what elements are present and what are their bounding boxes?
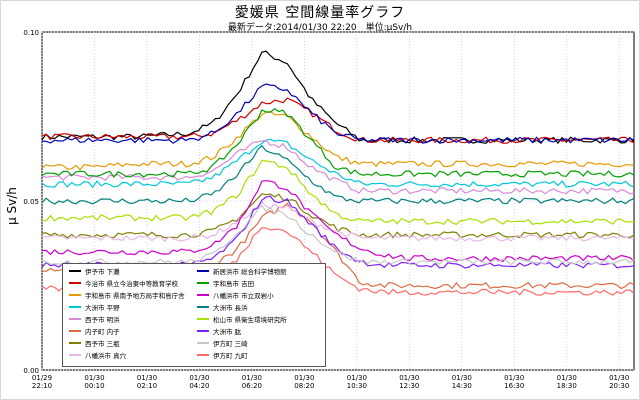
x-tick-date: 01/30 [242,374,262,382]
x-tick-date: 01/30 [557,374,577,382]
x-tick-date: 01/30 [399,374,419,382]
axes: 01/2922:1001/3000:1001/3002:1001/3004:20… [23,29,629,390]
series-line [41,83,635,144]
legend-swatch [69,318,81,320]
legend-item: 宇和島市 吉田 [197,279,254,290]
legend-item: 大洲市 平野 [69,303,120,314]
legend-swatch [69,294,81,296]
series-line [41,144,635,205]
series-line [41,180,635,263]
legend-item: 西予市 三瓶 [69,339,120,350]
legend-item: 今治市 県立今治東中等教育学校 [69,279,178,290]
legend-swatch [69,330,81,332]
legend-label: 伊予市 下灘 [85,268,120,276]
legend-label: 松山市 県衛生環境研究所 [213,316,287,324]
x-tick-date: 01/30 [84,374,104,382]
legend-item: 内子町 内子 [69,327,120,338]
legend-item: 伊予市 下灘 [69,267,120,278]
series-line [41,200,635,243]
legend-label: 伊方町 三崎 [213,340,248,348]
legend-label: 八幡浜市 市立双岩小 [213,292,274,300]
legend-swatch [69,270,81,272]
legend-swatch [69,354,81,356]
series-group [41,50,635,296]
y-tick-label: 0.05 [23,198,39,206]
legend-label: 西予市 明浜 [85,316,120,324]
legend-item: 八幡浜市 市立双岩小 [197,291,274,302]
legend-label: 伊方町 九町 [213,352,248,360]
page-title: 愛媛県 空間線量率グラフ [234,5,406,21]
series-line [41,159,635,226]
series-line [41,50,635,145]
series-line [41,138,635,189]
legend-label: 今治市 県立今治東中等教育学校 [85,280,179,288]
chart-subtitle: 最新データ:2014/01/30 22:20 単位:μSv/h [227,23,413,33]
series-line [41,193,635,239]
x-tick-date: 01/30 [452,374,472,382]
legend-item: 八幡浜市 真穴 [69,351,126,362]
x-tick-date: 01/30 [294,374,314,382]
legend-swatch [69,342,81,344]
series-line [41,108,635,178]
x-tick-date: 01/30 [137,374,157,382]
legend-item: 大洲市 長浜 [197,303,248,314]
legend-item: 大洲市 肱 [197,327,241,338]
x-tick-time: 02:10 [137,382,157,390]
x-tick-date: 01/30 [504,374,524,382]
x-tick-time: 16:30 [504,382,524,390]
legend-swatch [197,318,209,320]
series-line [41,139,635,195]
y-tick-label: 0.00 [23,367,39,375]
x-tick-time: 18:30 [557,382,577,390]
x-tick-time: 22:10 [32,382,52,390]
legend-label: 大洲市 長浜 [213,304,248,312]
x-tick-time: 20:30 [609,382,629,390]
legend-swatch [69,306,81,308]
legend-swatch [197,330,209,332]
legend-item: 伊方町 九町 [197,351,248,362]
legend-swatch [197,354,209,356]
legend-item: 西予市 明浜 [69,315,120,326]
x-tick-date: 01/30 [609,374,629,382]
x-tick-time: 04:20 [189,382,209,390]
x-tick-date: 01/29 [32,374,52,382]
x-tick-date: 01/30 [347,374,367,382]
x-tick-time: 10:30 [347,382,367,390]
series-line [41,204,635,266]
x-tick-time: 00:10 [84,382,104,390]
legend-label: 内子町 内子 [85,328,120,336]
legend: 伊予市 下灘 今治市 県立今治東中等教育学校 宇和島市 県南予地方局宇和島庁舎 大洲市… [62,263,326,367]
legend-swatch [197,282,209,284]
legend-swatch [69,282,81,284]
legend-swatch [197,294,209,296]
legend-label: 宇和島市 吉田 [213,280,255,288]
y-axis-label: μ Sv/h [5,187,19,225]
legend-item: 新居浜市 総合科学博物館 [197,267,287,278]
x-tick-time: 08:20 [294,382,314,390]
legend-swatch [197,270,209,272]
legend-label: 大洲市 平野 [85,304,120,312]
legend-item: 松山市 県衛生環境研究所 [197,315,287,326]
x-tick-time: 14:30 [452,382,472,390]
series-line [41,110,635,171]
y-tick-label: 0.10 [23,29,39,37]
legend-label: 宇和島市 県南予地方局宇和島庁舎 [85,292,185,300]
legend-swatch [197,342,209,344]
legend-item: 伊方町 三崎 [197,339,248,350]
legend-label: 新居浜市 総合科学博物館 [213,268,287,276]
x-tick-time: 06:20 [242,382,262,390]
legend-label: 大洲市 肱 [213,328,242,336]
legend-label: 西予市 三瓶 [85,340,120,348]
x-tick-time: 12:30 [399,382,419,390]
legend-swatch [197,306,209,308]
x-tick-date: 01/30 [189,374,209,382]
legend-label: 八幡浜市 真穴 [85,352,127,360]
legend-item: 宇和島市 県南予地方局宇和島庁舎 [69,291,185,302]
